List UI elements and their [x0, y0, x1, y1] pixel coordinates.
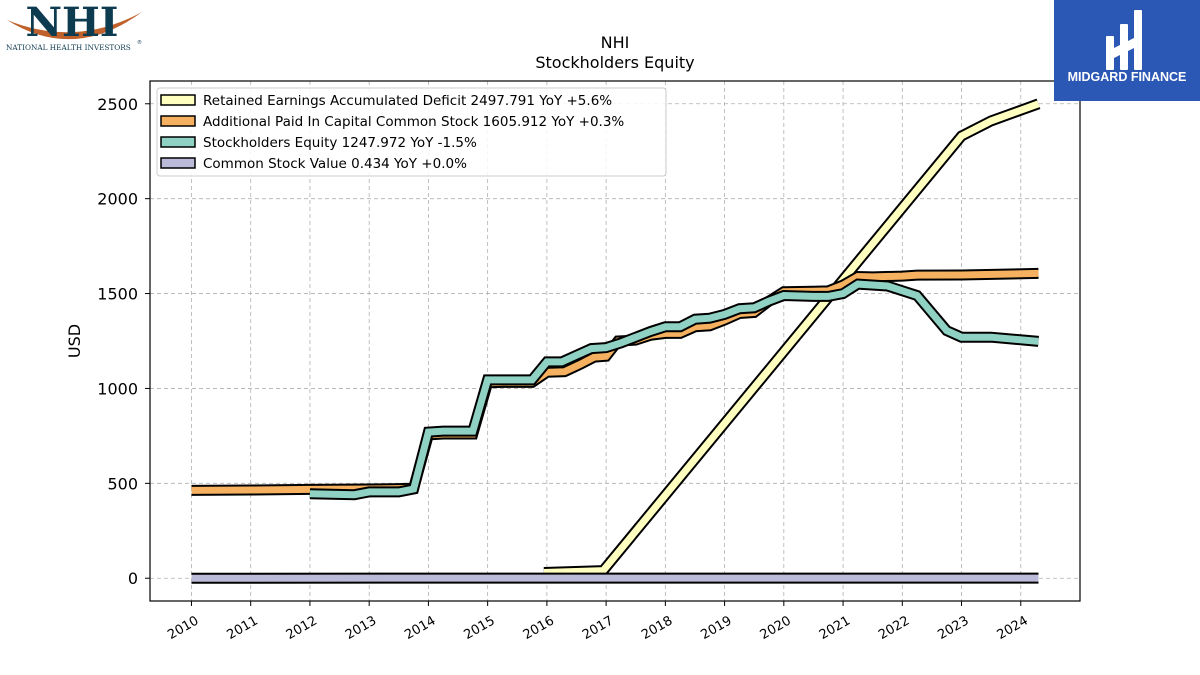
chart-title: NHI: [601, 33, 630, 52]
legend-entry: Retained Earnings Accumulated Deficit 24…: [203, 93, 612, 109]
series-2: [309, 278, 1039, 501]
x-tick-label: 2013: [343, 613, 379, 643]
legend-swatch: [160, 157, 196, 169]
legend-swatch: [160, 115, 196, 127]
legend-entry: Additional Paid In Capital Common Stock …: [203, 114, 624, 130]
y-tick-label: 2500: [97, 95, 138, 114]
legend: Retained Earnings Accumulated Deficit 24…: [156, 87, 667, 177]
series-1: [191, 267, 1039, 496]
x-tick-label: 2022: [876, 613, 912, 643]
plot-series: [191, 98, 1041, 584]
legend-entry: Common Stock Value 0.434 YoY +0.0%: [203, 156, 467, 172]
x-tick-label: 2015: [461, 613, 497, 643]
midgard-finance-logo: MIDGARD FINANCE: [1054, 0, 1200, 101]
y-tick-label: 1500: [97, 285, 138, 304]
swoosh-mark: [7, 12, 142, 40]
x-tick-label: 2024: [995, 613, 1031, 643]
x-tick-label: 2019: [698, 613, 734, 643]
series-line: [191, 269, 1039, 494]
x-tick-label: 2020: [758, 613, 794, 643]
nhi-logo-text: NHI: [25, 2, 118, 46]
legend-entry: Stockholders Equity 1247.972 YoY -1.5%: [203, 135, 477, 151]
y-axis: 0 500 1000 1500 2000 2500: [97, 95, 150, 588]
y-tick-label: 0: [128, 569, 138, 588]
x-tick-label: 2011: [225, 613, 261, 643]
nhi-logo: NHI NATIONAL HEALTH INVESTORS ®: [6, 2, 142, 52]
legend-swatch: [160, 94, 196, 106]
plot-frame: [149, 80, 1081, 602]
series-line: [543, 100, 1040, 576]
x-tick-label: 2016: [521, 613, 557, 643]
legend-box: [156, 87, 667, 177]
series-line: [309, 280, 1039, 499]
x-tick-label: 2014: [402, 613, 438, 643]
y-tick-label: 500: [107, 474, 138, 493]
registered-mark: ®: [137, 39, 142, 46]
chart-subtitle: Stockholders Equity: [535, 53, 694, 72]
x-tick-label: 2021: [817, 613, 853, 643]
nhi-logo-subtext: NATIONAL HEALTH INVESTORS: [6, 43, 131, 52]
x-axis: 2010 2011 2012 2013 2014 2015 2016 2017 2018 2019…: [165, 601, 1031, 643]
y-tick-label: 2000: [97, 190, 138, 209]
midgard-mark-icon: [1106, 10, 1142, 70]
y-axis-label: USD: [65, 324, 84, 358]
series-line-outline: [191, 267, 1039, 496]
x-tick-label: 2012: [284, 613, 320, 643]
legend-swatch: [160, 136, 196, 148]
midgard-logo-text: MIDGARD FINANCE: [1068, 70, 1187, 84]
x-tick-label: 2018: [639, 613, 675, 643]
series-0: [543, 98, 1041, 578]
y-tick-label: 1000: [97, 379, 138, 398]
x-tick-label: 2023: [935, 613, 971, 643]
x-tick-label: 2010: [165, 613, 201, 643]
x-tick-label: 2017: [580, 613, 616, 643]
